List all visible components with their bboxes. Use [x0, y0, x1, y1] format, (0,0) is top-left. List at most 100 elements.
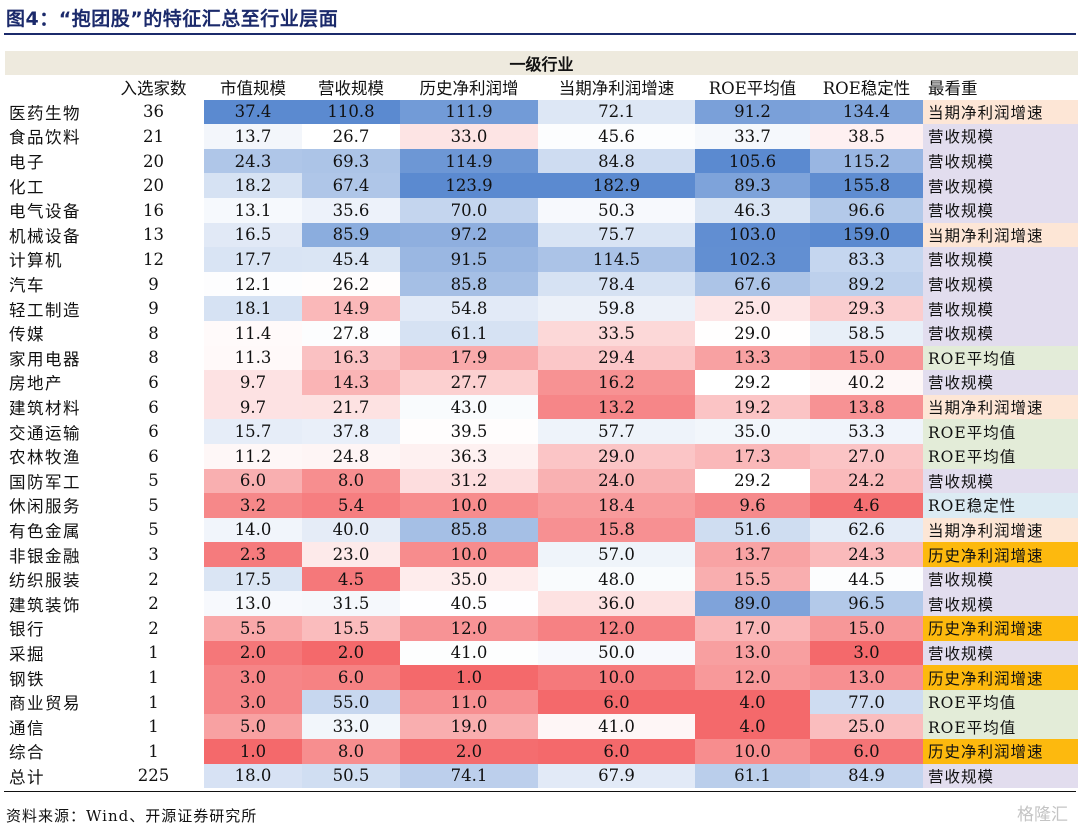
title-divider [4, 33, 1076, 35]
table-row: 有色金属 5 14.0 40.0 85.8 15.8 51.6 62.6 当期净利润增速 [5, 517, 1079, 543]
header-roe-avg: ROE平均值 [695, 75, 810, 100]
metric-cell: 29.3 [810, 296, 923, 321]
industry-name: 计算机 [9, 251, 63, 271]
metric-cell: 72.1 [538, 99, 695, 125]
metric-cell: 134.4 [810, 99, 923, 125]
metric-cell: 6.0 [810, 739, 923, 764]
table-row: 钢铁 1 3.0 6.0 1.0 10.0 12.0 13.0 历史净利润增速 [5, 665, 1079, 690]
metric-cell: 13.0 [695, 640, 810, 666]
metric-cell: 2.0 [204, 640, 302, 666]
metric-cell: 159.0 [810, 222, 923, 248]
metric-cell: 103.0 [695, 222, 810, 248]
industry-name: 有色金属 [9, 521, 81, 541]
table-row: 交通运输 6 15.7 37.8 39.5 57.7 35.0 53.3 ROE平均值 [5, 419, 1079, 444]
metric-cell: 50.0 [538, 640, 695, 666]
metric-cell: 18.2 [204, 173, 302, 198]
header-hist-profit-growth: 历史净利润增 [400, 75, 538, 100]
metric-cell: 31.2 [400, 468, 538, 494]
metric-cell: 39.5 [400, 419, 538, 444]
table-row: 采掘 1 2.0 2.0 41.0 50.0 13.0 3.0 营收规模 [5, 640, 1079, 666]
industry-name: 农林牧渔 [9, 448, 81, 468]
most-valued-factor: 营收规模 [923, 173, 1079, 198]
metric-cell: 61.1 [695, 763, 810, 789]
metric-cell: 29.0 [695, 320, 810, 346]
metric-cell: 15.8 [538, 517, 695, 543]
table-row: 汽车 9 12.1 26.2 85.8 78.4 67.6 89.2 营收规模 [5, 271, 1079, 297]
industry-name: 休闲服务 [9, 497, 81, 517]
industry-name: 总计 [9, 767, 45, 787]
industry-name: 交通运输 [9, 423, 81, 443]
metric-cell: 5.5 [204, 616, 302, 641]
metric-cell: 6.0 [538, 739, 695, 764]
selected-count: 1 [148, 717, 159, 737]
industry-name: 非银金融 [9, 546, 81, 566]
most-valued-factor: 营收规模 [923, 296, 1079, 321]
metric-cell: 182.9 [538, 173, 695, 198]
metric-cell: 84.8 [538, 148, 695, 174]
most-valued-factor: 营收规模 [923, 320, 1079, 346]
selected-count: 2 [148, 618, 159, 638]
metric-cell: 16.3 [302, 345, 400, 371]
metric-cell: 89.3 [695, 173, 810, 198]
metric-cell: 14.0 [204, 517, 302, 543]
metric-cell: 97.2 [400, 222, 538, 248]
metric-cell: 3.0 [204, 689, 302, 715]
metric-cell: 40.0 [302, 517, 400, 543]
metric-cell: 15.0 [810, 345, 923, 371]
metric-cell: 13.1 [204, 197, 302, 223]
metric-cell: 67.9 [538, 763, 695, 789]
metric-cell: 115.2 [810, 148, 923, 174]
metric-cell: 83.3 [810, 247, 923, 272]
metric-cell: 3.0 [204, 665, 302, 690]
table-row: 非银金融 3 2.3 23.0 10.0 57.0 13.7 24.3 历史净利润增速 [5, 542, 1079, 567]
industry-name: 家用电器 [9, 349, 81, 369]
metric-cell: 91.5 [400, 247, 538, 272]
metric-cell: 13.0 [810, 665, 923, 690]
metric-cell: 111.9 [400, 99, 538, 125]
selected-count: 36 [143, 102, 164, 122]
most-valued-factor: 当期净利润增速 [923, 222, 1079, 248]
metric-cell: 16.2 [538, 370, 695, 395]
metric-cell: 9.7 [204, 394, 302, 420]
metric-cell: 38.5 [810, 124, 923, 149]
group-header-row: 一级行业 [5, 51, 1079, 75]
metric-cell: 6.0 [302, 665, 400, 690]
metric-cell: 85.8 [400, 271, 538, 297]
metric-cell: 57.7 [538, 419, 695, 444]
most-valued-factor: 历史净利润增速 [923, 665, 1079, 690]
metric-cell: 69.3 [302, 148, 400, 174]
metric-cell: 50.3 [538, 197, 695, 223]
selected-count: 1 [148, 668, 159, 688]
table-row: 总计 225 18.0 50.5 74.1 67.9 61.1 84.9 营收规模 [5, 763, 1079, 789]
metric-cell: 74.1 [400, 763, 538, 789]
table-row: 化工 20 18.2 67.4 123.9 182.9 89.3 155.8 营收规模 [5, 173, 1079, 198]
most-valued-factor: 营收规模 [923, 468, 1079, 494]
metric-cell: 13.7 [204, 124, 302, 149]
metric-cell: 24.8 [302, 443, 400, 469]
metric-cell: 155.8 [810, 173, 923, 198]
industry-name: 综合 [9, 743, 45, 763]
metric-cell: 24.0 [538, 468, 695, 494]
metric-cell: 110.8 [302, 99, 400, 125]
selected-count: 1 [148, 643, 159, 663]
metric-cell: 13.0 [204, 591, 302, 617]
metric-cell: 51.6 [695, 517, 810, 543]
metric-cell: 2.0 [302, 640, 400, 666]
metric-cell: 23.0 [302, 542, 400, 567]
metric-cell: 57.0 [538, 542, 695, 567]
metric-cell: 89.2 [810, 271, 923, 297]
most-valued-factor: 营收规模 [923, 148, 1079, 174]
table-row: 电气设备 16 13.1 35.6 70.0 50.3 46.3 96.6 营收规模 [5, 197, 1079, 223]
table-row: 商业贸易 1 3.0 55.0 11.0 6.0 4.0 77.0 ROE平均值 [5, 689, 1079, 715]
metric-cell: 4.6 [810, 493, 923, 518]
metric-cell: 33.0 [400, 124, 538, 149]
metric-cell: 114.9 [400, 148, 538, 174]
most-valued-factor: ROE平均值 [923, 443, 1079, 469]
metric-cell: 17.3 [695, 443, 810, 469]
metric-cell: 33.0 [302, 714, 400, 740]
selected-count: 12 [143, 249, 164, 269]
header-most-valued: 最看重 [923, 75, 1079, 100]
most-valued-factor: 营收规模 [923, 271, 1079, 297]
header-blank [5, 75, 103, 100]
industry-name: 轻工制造 [9, 300, 81, 320]
